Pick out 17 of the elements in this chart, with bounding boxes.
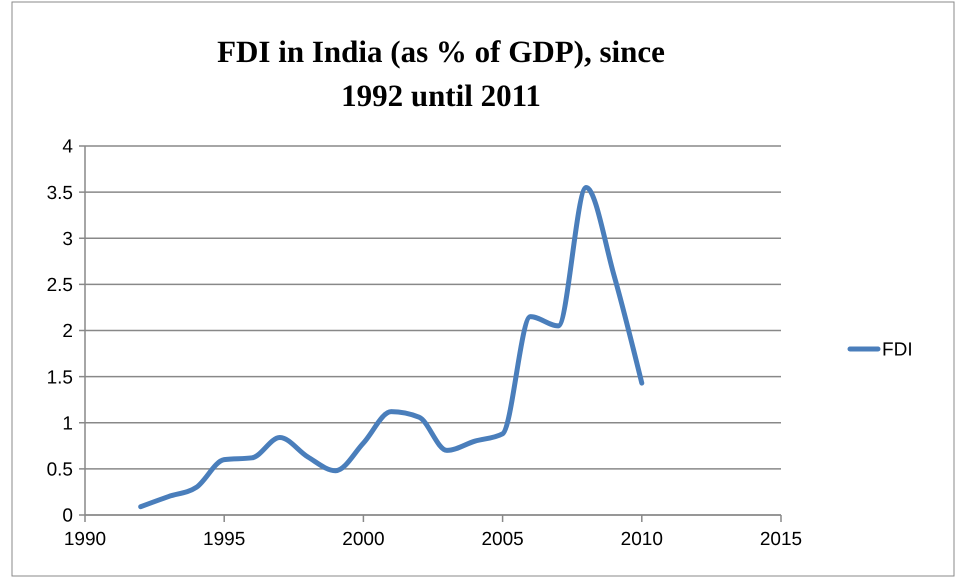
x-tick-label: 2010 [620, 529, 663, 550]
chart-title: FDI in India (as % of GDP), since 1992 until 2011 [217, 34, 665, 113]
y-tick-label: 1 [62, 413, 73, 434]
x-tick-label: 2005 [481, 529, 524, 550]
y-tick-label: 2.5 [46, 275, 73, 296]
y-tick-label: 4 [62, 136, 74, 158]
y-tick-label: 2 [62, 321, 73, 342]
x-tick-label: 1995 [203, 529, 246, 550]
x-tick-label: 2015 [760, 529, 802, 550]
y-tick-label: 0.5 [46, 460, 73, 481]
y-tick-label: 0 [62, 506, 73, 527]
y-tick-label: 3.5 [46, 182, 73, 204]
legend-label: FDI [882, 340, 913, 361]
x-tick-label: 2000 [342, 529, 385, 550]
y-tick-label: 3 [62, 228, 73, 250]
y-tick-label: 1.5 [46, 367, 73, 388]
x-tick-label: 1990 [64, 529, 106, 550]
